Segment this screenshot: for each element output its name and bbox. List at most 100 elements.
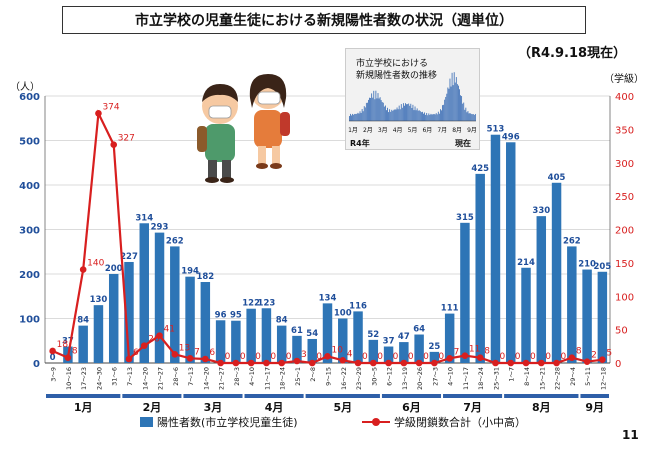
month-band xyxy=(122,394,182,398)
bar-value-label: 84 xyxy=(77,316,89,326)
line-point xyxy=(79,266,87,273)
bar xyxy=(261,308,272,363)
girl-figure xyxy=(249,74,290,169)
line-point xyxy=(599,356,606,363)
bar xyxy=(490,134,501,363)
inset-trend-panel xyxy=(345,48,480,150)
line-point xyxy=(247,359,255,367)
x-tick-label: 14～20 xyxy=(141,367,149,390)
bar-value-label: 54 xyxy=(306,329,318,339)
line-value-label: 5 xyxy=(606,349,612,359)
bar xyxy=(399,342,409,363)
x-tick-label: 28～6 xyxy=(172,367,180,386)
x-tick-label: 18～24 xyxy=(279,367,287,390)
bar-value-label: 84 xyxy=(276,316,288,326)
right-axis-unit: （学級） xyxy=(604,74,644,85)
line-point xyxy=(583,358,591,365)
x-tick-label: 25～31 xyxy=(492,367,500,390)
line-point xyxy=(431,359,438,367)
month-band xyxy=(443,394,503,398)
right-tick-label: 0 xyxy=(615,359,621,370)
x-tick-label: 21～27 xyxy=(157,367,165,390)
x-tick-label: 23～29 xyxy=(355,367,363,390)
line-point xyxy=(522,359,530,367)
bar xyxy=(276,325,287,363)
bar-value-label: 496 xyxy=(502,132,520,142)
x-tick-label: 17～23 xyxy=(80,367,88,390)
month-band xyxy=(183,394,243,398)
bar xyxy=(338,318,348,363)
line-value-label: 0 xyxy=(393,352,399,362)
bar xyxy=(444,313,455,363)
line-point xyxy=(324,353,331,360)
inset-title-line2: 新規陽性者数の推移 xyxy=(356,71,438,81)
bar-value-label: 262 xyxy=(563,236,581,246)
bar xyxy=(124,261,134,363)
right-tick-label: 50 xyxy=(615,326,628,337)
bar xyxy=(414,334,424,363)
month-band xyxy=(504,394,579,398)
line-value-label: 7 xyxy=(454,347,460,357)
line-value-label: 0 xyxy=(225,352,231,362)
line-point xyxy=(537,359,545,367)
month-label: 4月 xyxy=(265,401,284,414)
bar xyxy=(475,173,485,363)
x-tick-label: 20～26 xyxy=(416,367,424,390)
x-tick-label: 27～3 xyxy=(431,367,439,386)
month-label: 7月 xyxy=(463,401,482,414)
line-value-label: 8 xyxy=(72,347,78,357)
as-of-date: （R4.9.18現在） xyxy=(518,46,627,61)
line-point xyxy=(202,355,209,363)
x-tick-label: 11～17 xyxy=(263,367,271,390)
line-point xyxy=(186,355,194,362)
bar xyxy=(200,282,211,363)
line-value-label: 374 xyxy=(102,102,119,112)
bar xyxy=(429,351,440,363)
bar-value-label: 214 xyxy=(517,258,535,268)
line-value-label: 0 xyxy=(408,352,414,362)
bar-value-label: 61 xyxy=(291,326,303,336)
bar xyxy=(154,232,165,363)
x-tick-label: 2～8 xyxy=(309,367,317,382)
bar-value-label: 37 xyxy=(62,337,74,347)
x-tick-label: 5～11 xyxy=(584,367,592,386)
line-point xyxy=(278,359,285,367)
line-value-label: 8 xyxy=(484,347,490,357)
line-point xyxy=(263,359,270,367)
bar-value-label: 37 xyxy=(383,337,395,347)
line-point xyxy=(568,354,576,361)
x-tick-label: 8～14 xyxy=(523,367,531,386)
bar-value-label: 111 xyxy=(441,304,459,314)
month-label: 8月 xyxy=(532,401,551,414)
month-band xyxy=(305,394,380,398)
bar-value-label: 52 xyxy=(367,330,379,340)
x-tick-label: 24～30 xyxy=(95,367,103,390)
month-label: 2月 xyxy=(143,401,162,414)
bar-value-label: 227 xyxy=(120,252,138,262)
bar xyxy=(185,276,195,363)
bar xyxy=(506,142,516,363)
month-band xyxy=(580,394,609,398)
line-point xyxy=(507,359,515,367)
month-label: 3月 xyxy=(204,401,223,414)
x-tick-label: 12～18 xyxy=(599,367,607,390)
bar-value-label: 123 xyxy=(258,298,276,308)
legend-bar-label: 陽性者数(市立学校児童生徒) xyxy=(157,416,298,429)
line-point xyxy=(125,355,133,363)
line-value-label: 26 xyxy=(148,335,160,345)
line-point xyxy=(156,332,163,339)
bar-value-label: 122 xyxy=(242,299,260,309)
x-tick-label: 9～15 xyxy=(325,367,333,386)
line-point xyxy=(385,359,392,367)
line-point xyxy=(492,359,499,367)
bar xyxy=(368,339,379,363)
x-tick-label: 4～10 xyxy=(447,367,455,386)
left-tick-label: 600 xyxy=(19,92,40,103)
x-tick-label: 29～4 xyxy=(569,367,577,386)
line-value-label: 0 xyxy=(545,352,551,362)
bar xyxy=(307,338,317,363)
inset-title-line1: 市立学校における xyxy=(356,59,429,69)
line-point xyxy=(553,359,560,367)
line-point xyxy=(217,359,224,367)
page-number: 11 xyxy=(622,428,639,442)
